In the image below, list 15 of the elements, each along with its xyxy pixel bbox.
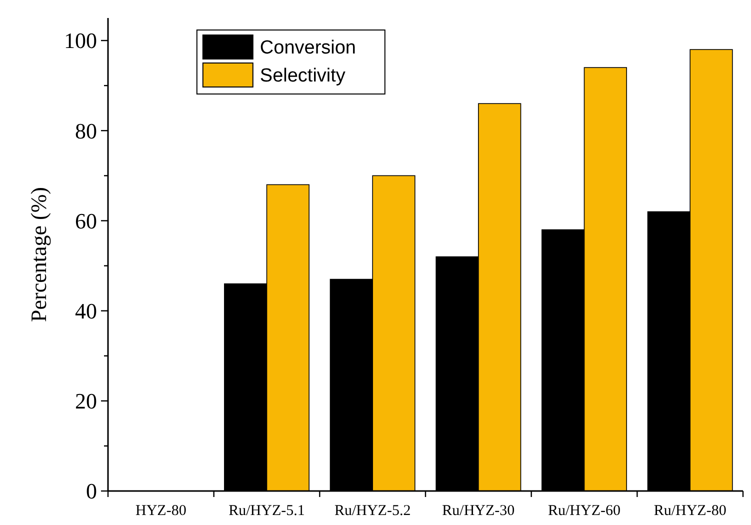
y-tick-label: 40	[75, 298, 97, 324]
x-tick-label: Ru/HYZ-5.2	[334, 503, 411, 519]
y-axis-title: Percentage (%)	[26, 187, 51, 322]
x-tick-label: Ru/HYZ-80	[654, 503, 726, 519]
x-tick-label: Ru/HYZ-60	[548, 503, 620, 519]
x-tick-label: Ru/HYZ-5.1	[228, 503, 305, 519]
x-tick-label: HYZ-80	[136, 503, 186, 519]
legend-label: Conversion	[260, 38, 356, 59]
y-tick-label: 0	[86, 478, 97, 504]
y-tick-label: 60	[75, 208, 97, 234]
y-tick-label: 100	[64, 28, 97, 54]
legend-label: Selectivity	[260, 66, 346, 87]
x-tick-label: Ru/HYZ-30	[442, 503, 515, 519]
y-tick-label: 80	[75, 118, 97, 144]
y-tick-label: 20	[75, 388, 97, 414]
